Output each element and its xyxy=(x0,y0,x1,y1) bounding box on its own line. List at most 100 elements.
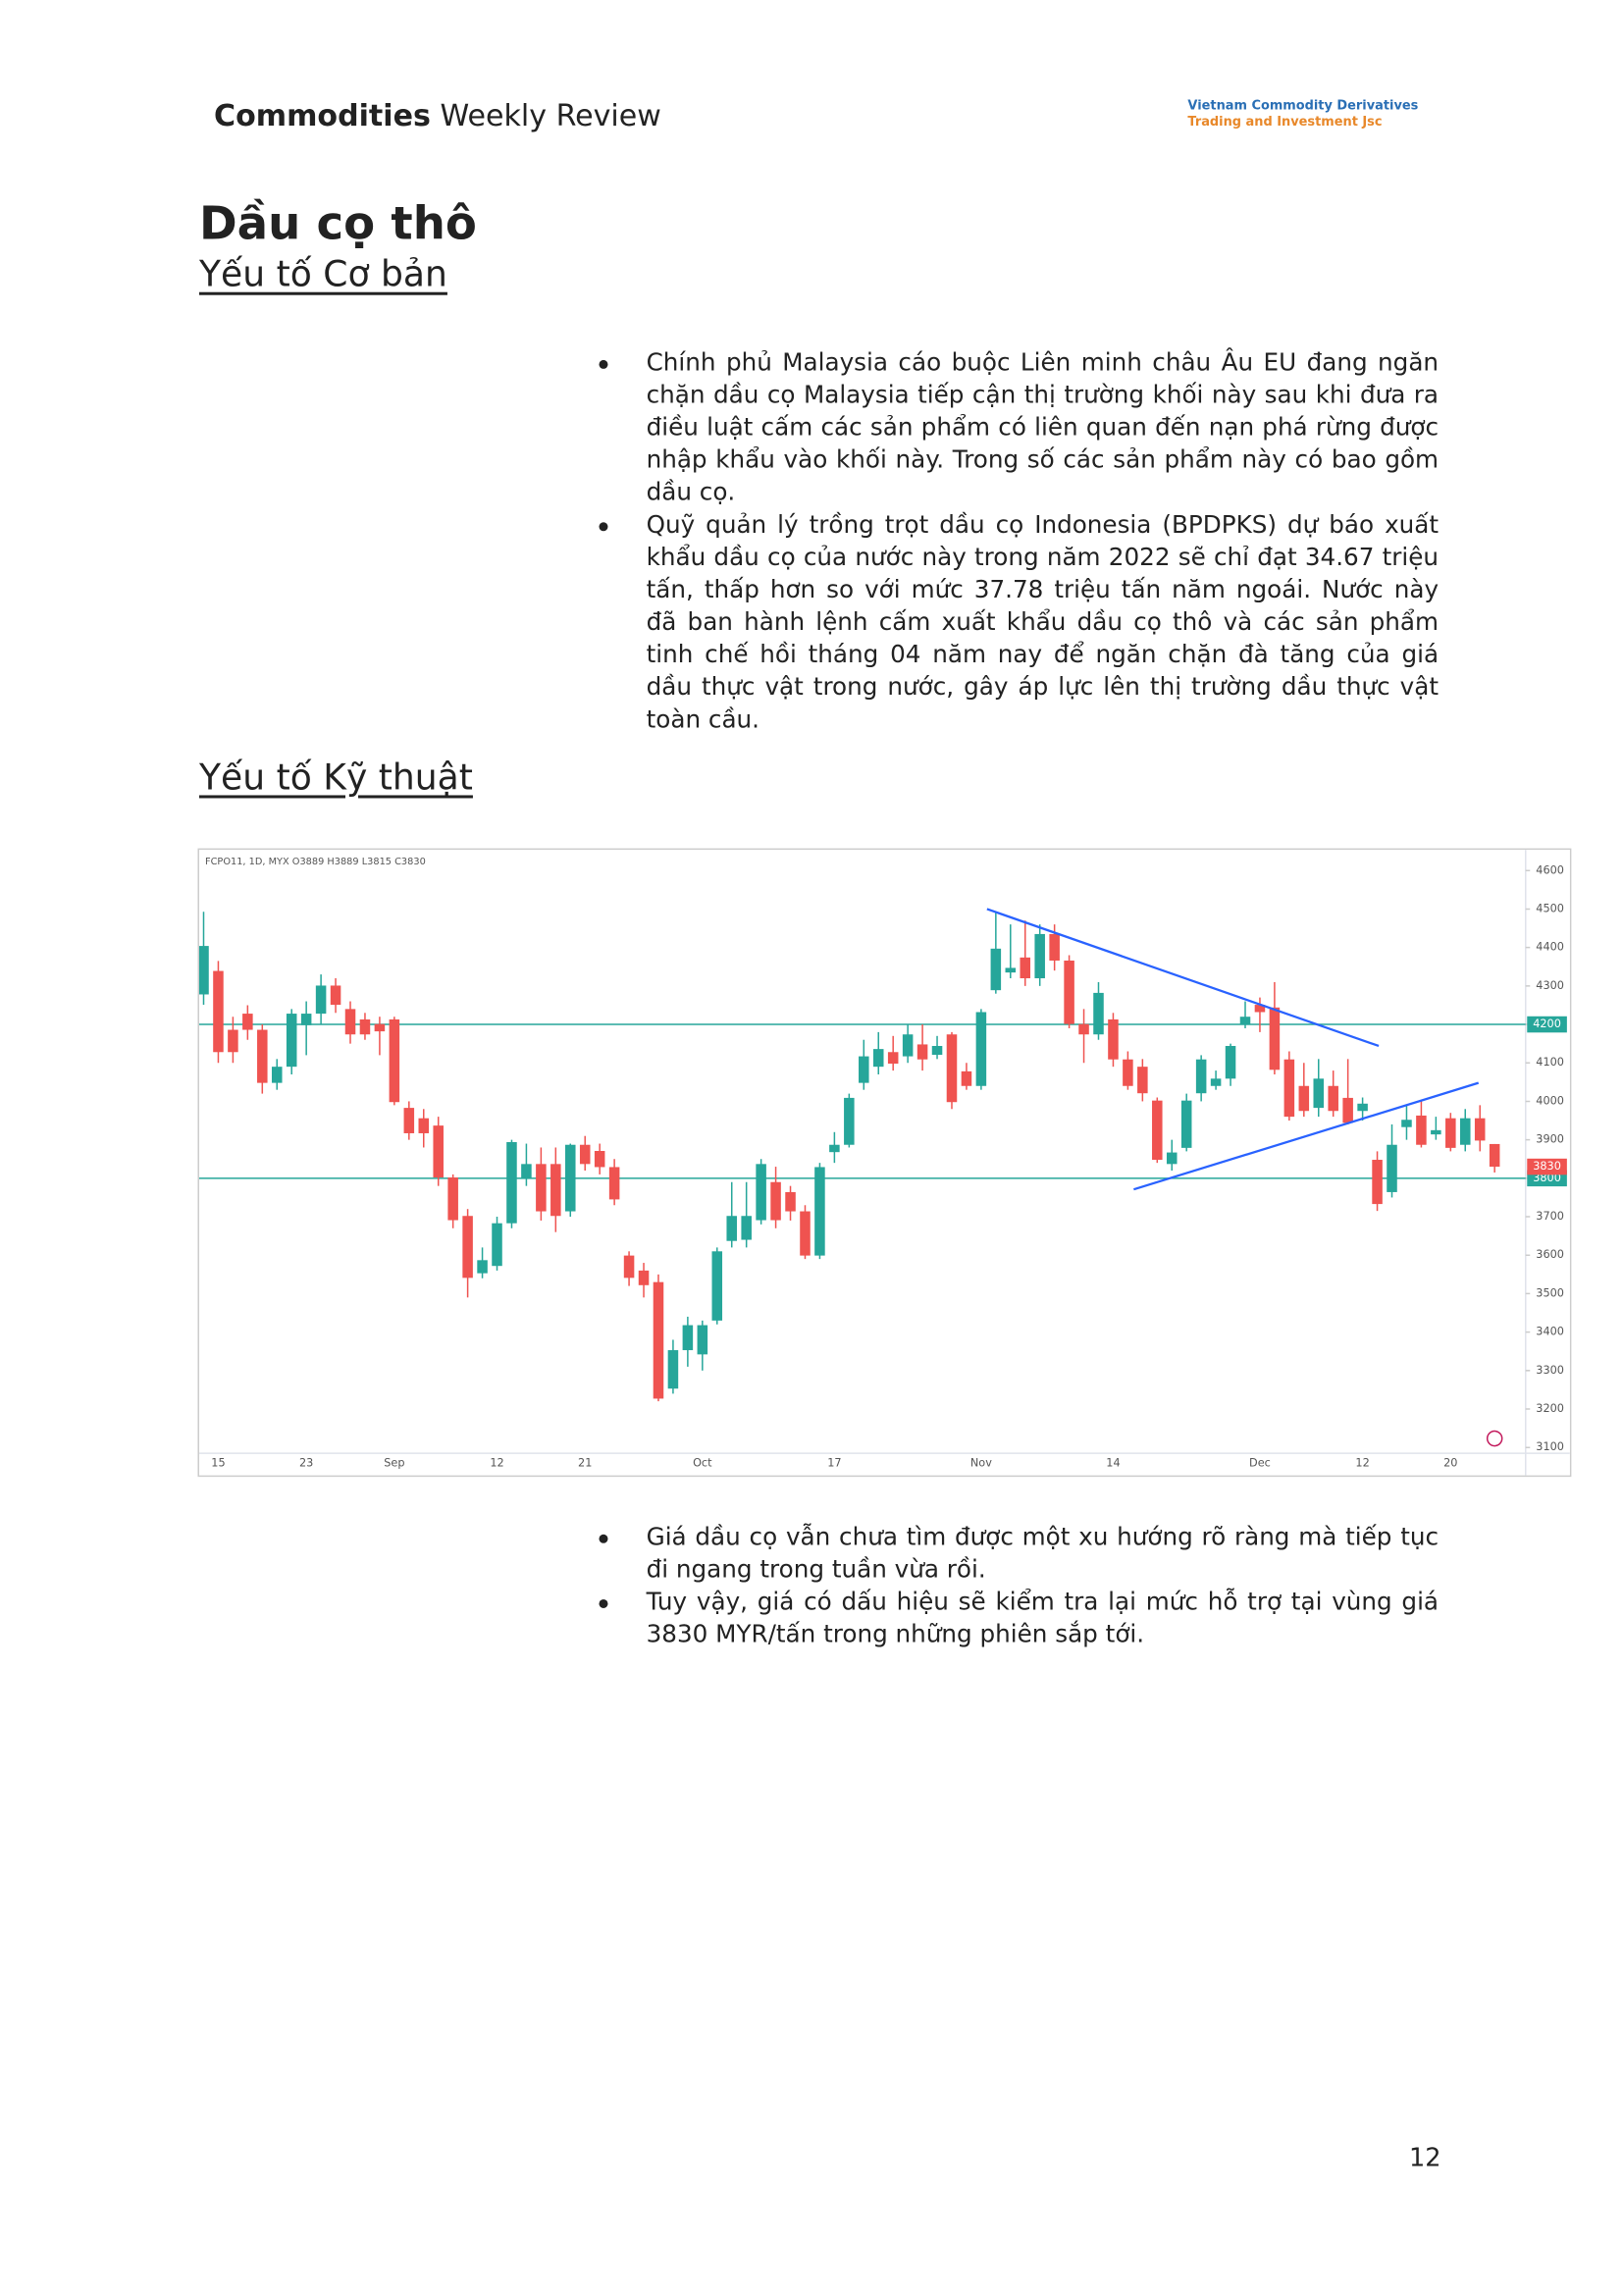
price-tag-label: 4200 xyxy=(1533,1018,1561,1030)
section-title: Dầu cọ thô xyxy=(198,197,477,251)
candle-body xyxy=(667,1350,679,1389)
candle-body xyxy=(785,1191,796,1212)
y-tick-label: 4300 xyxy=(1536,979,1564,992)
candle-body xyxy=(829,1144,840,1153)
candle-body xyxy=(770,1181,781,1221)
candle-body xyxy=(859,1056,869,1083)
logo-line: Vietnam Commodity Derivatives xyxy=(1187,98,1419,114)
candle-body xyxy=(257,1029,268,1083)
candle-body xyxy=(462,1216,473,1278)
candle-body xyxy=(1328,1085,1338,1112)
candle-body xyxy=(711,1251,723,1321)
candle-body xyxy=(330,985,341,1006)
candle-body xyxy=(1166,1152,1178,1165)
candle-body xyxy=(536,1164,547,1212)
candle-body xyxy=(506,1141,517,1224)
bullet: Chính phủ Malaysia cáo buộc Liên minh ch… xyxy=(598,346,1439,508)
candlestick-chart: FCPO11, 1D, MYX O3889 H3889 L3815 C3830 … xyxy=(197,848,1572,1478)
candle-body xyxy=(638,1270,650,1285)
candle-body xyxy=(756,1164,766,1221)
y-tick-label: 3900 xyxy=(1536,1133,1564,1146)
y-tick-label: 4100 xyxy=(1536,1056,1564,1069)
candle-body xyxy=(492,1223,502,1267)
candle-body xyxy=(271,1067,283,1083)
candle-body xyxy=(1372,1160,1383,1205)
candle-body xyxy=(228,1029,238,1053)
logo-line: Trading and Investment Jsc xyxy=(1187,115,1383,130)
candle-body xyxy=(315,985,327,1015)
price-tag xyxy=(1527,1016,1567,1033)
candle-body xyxy=(286,1014,297,1068)
candle-body xyxy=(1416,1115,1427,1145)
candle-body xyxy=(447,1177,458,1221)
x-tick-label: 15 xyxy=(211,1457,225,1470)
candle-body xyxy=(1459,1118,1471,1145)
bullet-list: Chính phủ Malaysia cáo buộc Liên minh ch… xyxy=(598,346,1439,736)
candle-body xyxy=(1137,1067,1148,1094)
candle-body xyxy=(1195,1059,1207,1094)
candle-body xyxy=(726,1216,737,1241)
candle-body xyxy=(800,1211,811,1256)
candle-body xyxy=(1108,1018,1119,1060)
candle-body xyxy=(594,1151,605,1168)
candle-body xyxy=(1254,1005,1266,1013)
candle-body xyxy=(213,970,224,1053)
candle-body xyxy=(1049,933,1060,961)
candle-body xyxy=(1357,1103,1368,1112)
candle-body xyxy=(946,1034,958,1103)
candle-body xyxy=(814,1167,825,1256)
candle-body xyxy=(418,1118,430,1133)
candle-body xyxy=(990,948,1002,991)
y-tick-label: 3300 xyxy=(1536,1364,1564,1377)
bullet: Quỹ quản lý trồng trọt dầu cọ Indonesia … xyxy=(598,509,1439,737)
x-tick-label: 20 xyxy=(1443,1457,1457,1470)
price-tag xyxy=(1527,1158,1567,1175)
candle-body xyxy=(741,1216,752,1240)
candle-body xyxy=(931,1045,943,1056)
candle-body xyxy=(623,1255,635,1278)
bullet-list: Giá dầu cọ vẫn chưa tìm được một xu hướn… xyxy=(598,1521,1439,1650)
candle-body xyxy=(1431,1129,1441,1135)
candle-body xyxy=(198,946,209,995)
x-tick-label: Dec xyxy=(1249,1457,1271,1470)
candle-body xyxy=(608,1167,620,1200)
candle-body xyxy=(1474,1118,1486,1141)
icon xyxy=(1486,1430,1503,1447)
candle-body xyxy=(1445,1118,1456,1148)
header-bold: Commodities xyxy=(214,97,431,133)
x-tick-label: Sep xyxy=(384,1457,404,1470)
candle-body xyxy=(389,1018,400,1103)
candle-body xyxy=(550,1164,561,1217)
candle-body xyxy=(1034,933,1045,979)
chart-header: FCPO11, 1D, MYX O3889 H3889 L3815 C3830 xyxy=(205,857,426,867)
x-tick-label: Oct xyxy=(693,1457,712,1470)
candle-body xyxy=(1342,1097,1353,1123)
candle-body xyxy=(682,1325,694,1351)
candle-body xyxy=(1005,967,1017,973)
candle-body xyxy=(1123,1059,1133,1086)
candle-body xyxy=(579,1144,591,1165)
candle-body xyxy=(1283,1059,1295,1118)
candle-body xyxy=(1020,957,1031,979)
y-tick-label: 4500 xyxy=(1536,902,1564,914)
chart-background xyxy=(198,850,1570,1476)
candle-body xyxy=(1401,1120,1412,1127)
candle-body xyxy=(697,1325,708,1355)
y-tick-label: 3400 xyxy=(1536,1326,1564,1338)
y-tick-label: 3100 xyxy=(1536,1440,1564,1453)
y-tick-label: 3500 xyxy=(1536,1286,1564,1299)
y-tick-label: 4400 xyxy=(1536,941,1564,954)
candle-body xyxy=(1152,1100,1163,1161)
header-rest: Weekly Review xyxy=(440,97,661,133)
y-tick-label: 3700 xyxy=(1536,1210,1564,1223)
candle-body xyxy=(1489,1143,1500,1168)
candle-body xyxy=(1313,1078,1325,1109)
candle-body xyxy=(916,1044,928,1060)
x-tick-label: 12 xyxy=(490,1457,503,1470)
y-tick-label: 4600 xyxy=(1536,863,1564,876)
candle-body xyxy=(844,1097,855,1145)
price-tag-label: 3830 xyxy=(1533,1160,1561,1173)
x-tick-label: Nov xyxy=(970,1457,992,1470)
